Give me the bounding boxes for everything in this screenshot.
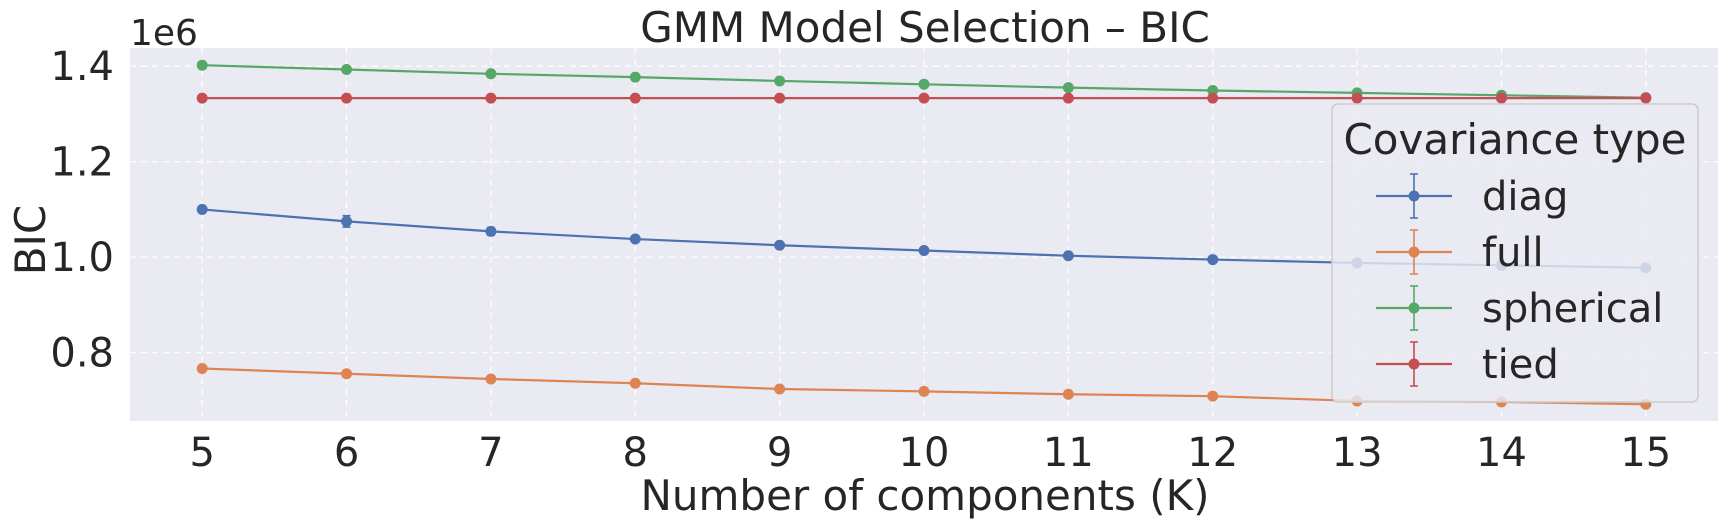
x-tick-label: 13 <box>1332 430 1383 476</box>
y-tick-label: 1.0 <box>50 235 114 281</box>
x-axis-label: Number of components (K) <box>640 471 1209 520</box>
x-tick-label: 12 <box>1187 430 1238 476</box>
legend-box <box>1331 103 1699 403</box>
x-tick-label: 14 <box>1476 430 1527 476</box>
data-point-tied <box>1351 92 1363 104</box>
y-tick-label: 1.4 <box>50 44 114 90</box>
data-point-full <box>341 368 353 380</box>
x-tick-label: 10 <box>899 430 950 476</box>
legend-entries: diag full spherical tied <box>1376 173 1663 388</box>
data-point-tied <box>196 92 208 104</box>
data-point-spherical <box>1062 82 1074 94</box>
data-point-tied <box>918 92 930 104</box>
data-point-diag <box>341 215 353 227</box>
x-tick-label: 7 <box>478 430 503 476</box>
data-point-tied <box>1640 92 1652 104</box>
data-point-diag <box>629 233 641 245</box>
data-point-tied <box>774 92 786 104</box>
data-point-spherical <box>918 78 930 90</box>
data-point-spherical <box>1207 85 1219 97</box>
legend: Covariance type diag full spherical tied <box>1331 103 1699 403</box>
data-point-tied <box>1207 92 1219 104</box>
data-point-spherical <box>341 63 353 75</box>
x-tick-label: 8 <box>623 430 648 476</box>
data-point-tied <box>629 92 641 104</box>
data-point-spherical <box>485 68 497 80</box>
data-point-full <box>1062 388 1074 400</box>
data-point-diag <box>918 244 930 256</box>
x-tick-label: 6 <box>334 430 359 476</box>
data-point-full <box>774 383 786 395</box>
data-point-spherical <box>774 75 786 87</box>
data-point-tied <box>1062 92 1074 104</box>
x-axis-ticks: 5 6 7 8 9 10 11 12 13 14 15 <box>189 430 1671 476</box>
legend-entry-full: full <box>1376 229 1544 276</box>
series-spherical <box>196 59 1652 104</box>
x-tick-label: 15 <box>1620 430 1671 476</box>
data-point-full <box>485 373 497 385</box>
legend-marker <box>1408 246 1420 258</box>
data-point-tied <box>1495 92 1507 104</box>
data-point-tied <box>485 92 497 104</box>
legend-marker <box>1408 302 1420 314</box>
x-tick-label: 11 <box>1043 430 1094 476</box>
data-point-spherical <box>196 59 208 71</box>
legend-entry-tied: tied <box>1376 341 1559 388</box>
y-axis-label: BIC <box>6 205 55 276</box>
legend-label: diag <box>1482 174 1568 220</box>
legend-title: Covariance type <box>1343 115 1686 164</box>
legend-entry-spherical: spherical <box>1376 285 1663 332</box>
data-point-full <box>629 377 641 389</box>
data-point-full <box>918 385 930 397</box>
data-point-diag <box>196 203 208 215</box>
legend-entry-diag: diag <box>1376 173 1568 220</box>
y-axis-offset-label: 1e6 <box>130 13 198 54</box>
data-point-full <box>196 362 208 374</box>
x-tick-label: 5 <box>189 430 214 476</box>
data-point-diag <box>1062 250 1074 262</box>
series-tied <box>196 92 1652 104</box>
y-tick-label: 1.2 <box>50 140 114 186</box>
data-point-diag <box>485 225 497 237</box>
legend-label: full <box>1482 230 1544 276</box>
data-point-tied <box>341 92 353 104</box>
x-tick-label: 9 <box>767 430 792 476</box>
legend-marker <box>1408 190 1420 202</box>
y-tick-label: 0.8 <box>50 331 114 377</box>
data-point-diag <box>774 239 786 251</box>
y-axis-ticks: 0.8 1.0 1.2 1.4 <box>50 44 114 377</box>
legend-marker <box>1408 358 1420 370</box>
chart-title: GMM Model Selection – BIC <box>640 3 1210 52</box>
legend-label: spherical <box>1482 286 1663 332</box>
series-layer <box>196 59 1652 410</box>
data-point-spherical <box>629 71 641 83</box>
data-point-full <box>1207 390 1219 402</box>
data-point-diag <box>1207 254 1219 266</box>
legend-label: tied <box>1482 342 1559 388</box>
